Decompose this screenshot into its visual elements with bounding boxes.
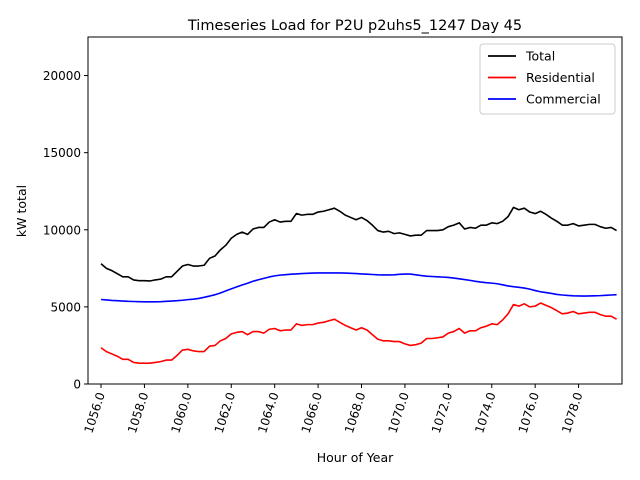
x-tick-label: 1078.0 — [559, 391, 585, 435]
legend-label-residential: Residential — [526, 70, 595, 85]
x-tick-label: 1060.0 — [168, 391, 194, 435]
series-layer — [100, 206, 617, 364]
y-tick-label: 15000 — [43, 146, 81, 160]
series-line-total — [100, 206, 617, 282]
y-tick-label: 0 — [73, 378, 81, 392]
plot-frame — [87, 36, 623, 385]
legend-label-commercial: Commercial — [526, 92, 601, 107]
y-axis-label: kW total — [14, 185, 29, 237]
series-line-residential — [100, 302, 617, 364]
x-tick-label: 1058.0 — [125, 391, 151, 435]
x-tick-label: 1072.0 — [429, 391, 455, 435]
y-tick-label: 20000 — [43, 69, 81, 83]
y-axis-ticks: 0 5000 10000 15000 20000 — [43, 69, 88, 392]
x-axis-ticks: 1056.0 1058.0 1060.0 1062.0 1064.0 1066.0 1068… — [82, 384, 585, 435]
x-tick-label: 1056.0 — [82, 391, 108, 435]
series-line-commercial — [100, 272, 617, 303]
x-tick-label: 1076.0 — [516, 391, 542, 435]
x-tick-label: 1068.0 — [342, 391, 368, 435]
chart-title: Timeseries Load for P2U p2uhs5_1247 Day … — [187, 18, 522, 34]
y-tick-label: 10000 — [43, 223, 81, 237]
x-tick-label: 1066.0 — [299, 391, 325, 435]
x-tick-label: 1062.0 — [212, 391, 238, 435]
x-tick-label: 1064.0 — [255, 391, 281, 435]
legend: Total Residential Commercial — [479, 43, 616, 115]
x-tick-label: 1070.0 — [385, 391, 411, 435]
x-tick-label: 1074.0 — [472, 391, 498, 435]
y-tick-label: 5000 — [50, 300, 81, 314]
legend-box — [479, 43, 616, 115]
legend-label-total: Total — [525, 49, 555, 64]
x-axis-label: Hour of Year — [317, 450, 394, 465]
